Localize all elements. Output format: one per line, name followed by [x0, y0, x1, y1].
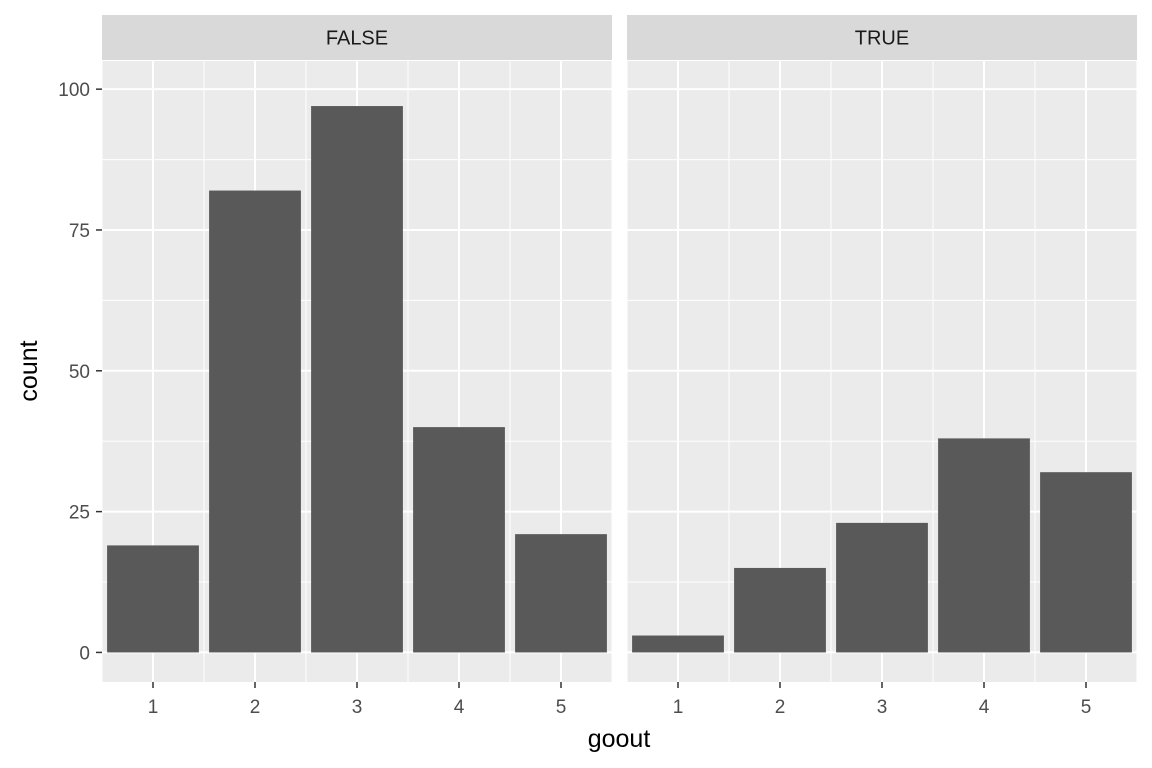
- y-tick-label: 50: [69, 362, 90, 383]
- strip-label: TRUE: [855, 28, 909, 50]
- x-tick-label: 5: [1081, 697, 1092, 718]
- y-tick-label: 25: [69, 503, 90, 524]
- panel-false: FALSE 1 2 3 4 5: [101, 15, 613, 718]
- strip-label: FALSE: [326, 28, 388, 50]
- bar-true-2: [734, 567, 826, 653]
- bar-false-2: [209, 190, 301, 653]
- strip-background: [102, 15, 612, 60]
- bar-false-3: [311, 106, 403, 653]
- x-tick-label: 4: [979, 697, 990, 718]
- bar-true-5: [1040, 472, 1132, 653]
- y-tick-label: 75: [69, 221, 90, 242]
- x-tick-label: 1: [148, 697, 159, 718]
- bar-false-4: [413, 427, 505, 653]
- x-tick-label: 3: [877, 697, 888, 718]
- x-tick-label: 2: [775, 697, 786, 718]
- panel-true: TRUE 1 2 3 4 5: [626, 15, 1138, 718]
- x-tick-label: 2: [250, 697, 261, 718]
- bar-false-5: [515, 534, 607, 653]
- y-tick-label: 0: [79, 643, 90, 664]
- bar-true-3: [836, 522, 928, 653]
- panels-layer: FALSE 1 2 3 4 5 TRUE 1 2 3 4 5: [101, 15, 1138, 718]
- x-tick-label: 4: [454, 697, 465, 718]
- y-axis: 0 25 50 75 100: [58, 80, 102, 664]
- y-tick-label: 100: [58, 80, 90, 101]
- x-tick-label: 5: [556, 697, 567, 718]
- y-axis-title: count: [15, 340, 43, 401]
- strip-background: [627, 15, 1137, 60]
- bar-true-4: [938, 438, 1030, 653]
- bar-true-1: [632, 635, 724, 653]
- x-tick-label: 1: [673, 697, 684, 718]
- bar-false-1: [107, 545, 199, 653]
- x-axis-title: goout: [588, 725, 651, 753]
- x-tick-label: 3: [352, 697, 363, 718]
